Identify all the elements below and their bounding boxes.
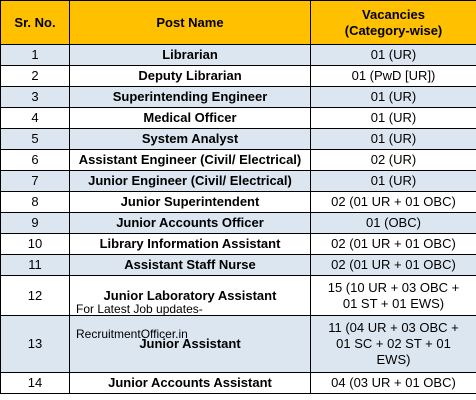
table-row: 7 Junior Engineer (Civil/ Electrical) 01…	[0, 170, 476, 192]
sr-cell: 9	[0, 212, 70, 234]
header-post-name: Post Name	[69, 0, 311, 45]
post-cell: Junior Engineer (Civil/ Electrical)	[69, 170, 311, 192]
vacancy-cell: 01 (UR)	[310, 44, 476, 66]
header-vacancies-line2: (Category-wise)	[344, 22, 443, 38]
sr-cell: 10	[0, 233, 70, 255]
vacancy-cell: 01 (PwD [UR])	[310, 65, 476, 87]
table-row: 8 Junior Superintendent 02 (01 UR + 01 O…	[0, 191, 476, 213]
sr-cell: 4	[0, 107, 70, 129]
vacancy-line: 01 ST + 01 EWS)	[342, 295, 445, 311]
sr-cell: 7	[0, 170, 70, 192]
vacancy-cell: 02 (01 UR + 01 OBC)	[310, 254, 476, 276]
header-vacancies-line1: Vacancies	[362, 6, 425, 22]
post-cell: Superintending Engineer	[69, 86, 311, 108]
header-sr-no: Sr. No.	[0, 0, 70, 45]
vacancy-cell: 02 (01 UR + 01 OBC)	[310, 233, 476, 255]
table-row: 13 Junior Assistant 11 (04 UR + 03 OBC +…	[0, 315, 476, 373]
post-cell: Library Information Assistant	[69, 233, 311, 255]
header-vacancies: Vacancies (Category-wise)	[310, 0, 476, 45]
watermark-line-1: For Latest Job updates-	[76, 302, 203, 316]
table-row: 6 Assistant Engineer (Civil/ Electrical)…	[0, 149, 476, 171]
vacancy-cell: 01 (UR)	[310, 170, 476, 192]
vacancy-line: 11 (04 UR + 03 OBC +	[328, 320, 459, 335]
table-row: 4 Medical Officer 01 (UR)	[0, 107, 476, 129]
sr-cell: 6	[0, 149, 70, 171]
vacancy-line: 01 SC + 02 ST + 01	[336, 336, 451, 351]
vacancy-cell: 04 (03 UR + 01 OBC)	[310, 372, 476, 394]
table-row: 10 Library Information Assistant 02 (01 …	[0, 233, 476, 255]
vacancy-line: EWS)	[376, 352, 411, 367]
vacancy-cell: 01 (UR)	[310, 86, 476, 108]
vacancy-cell: 01 (UR)	[310, 107, 476, 129]
sr-cell: 8	[0, 191, 70, 213]
sr-cell: 2	[0, 65, 70, 87]
vacancy-cell: 15 (10 UR + 03 OBC + 01 ST + 01 EWS)	[310, 275, 476, 316]
post-cell: Junior Accounts Assistant	[69, 372, 311, 394]
table-row: 12 Junior Laboratory Assistant 15 (10 UR…	[0, 275, 476, 316]
table-row: 5 System Analyst 01 (UR)	[0, 128, 476, 150]
sr-cell: 3	[0, 86, 70, 108]
table-header-row: Sr. No. Post Name Vacancies (Category-wi…	[0, 0, 476, 45]
vacancy-cell: 02 (01 UR + 01 OBC)	[310, 191, 476, 213]
watermark-line-2: RecruitmentOfficer.in	[76, 327, 188, 341]
post-cell: Assistant Staff Nurse	[69, 254, 311, 276]
table-row: 3 Superintending Engineer 01 (UR)	[0, 86, 476, 108]
post-cell: Junior Superintendent	[69, 191, 311, 213]
vacancy-cell: 01 (OBC)	[310, 212, 476, 234]
vacancy-cell: 02 (UR)	[310, 149, 476, 171]
table-row: 1 Librarian 01 (UR)	[0, 44, 476, 66]
post-cell: Librarian	[69, 44, 311, 66]
sr-cell: 14	[0, 372, 70, 394]
sr-cell: 13	[0, 315, 70, 373]
post-cell: Medical Officer	[69, 107, 311, 129]
sr-cell: 12	[0, 275, 70, 316]
table-row: 2 Deputy Librarian 01 (PwD [UR])	[0, 65, 476, 87]
sr-cell: 1	[0, 44, 70, 66]
table-row: 11 Assistant Staff Nurse 02 (01 UR + 01 …	[0, 254, 476, 276]
post-cell: Assistant Engineer (Civil/ Electrical)	[69, 149, 311, 171]
vacancy-cell: 01 (UR)	[310, 128, 476, 150]
table-row: 14 Junior Accounts Assistant 04 (03 UR +…	[0, 372, 476, 394]
sr-cell: 5	[0, 128, 70, 150]
vacancy-cell: 11 (04 UR + 03 OBC + 01 SC + 02 ST + 01 …	[310, 315, 476, 373]
post-cell: System Analyst	[69, 128, 311, 150]
vacancy-line: 15 (10 UR + 03 OBC +	[327, 279, 460, 295]
sr-cell: 11	[0, 254, 70, 276]
post-cell: Deputy Librarian	[69, 65, 311, 87]
table-row: 9 Junior Accounts Officer 01 (OBC)	[0, 212, 476, 234]
post-cell: Junior Assistant	[69, 315, 311, 373]
post-cell: Junior Laboratory Assistant	[69, 275, 311, 316]
post-cell: Junior Accounts Officer	[69, 212, 311, 234]
